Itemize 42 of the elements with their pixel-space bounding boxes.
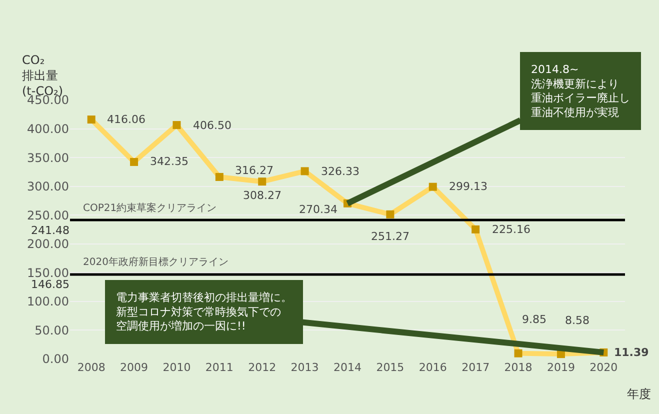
x-tick-label: 2020: [590, 361, 618, 374]
data-label: 8.58: [565, 314, 590, 327]
data-label: 299.13: [449, 180, 488, 193]
data-label: 11.39: [614, 346, 649, 359]
x-tick-label: 2009: [120, 361, 148, 374]
data-label: 270.34: [299, 203, 338, 216]
y-tick-label: 300.00: [27, 180, 69, 194]
x-tick-label: 2011: [205, 361, 234, 374]
x-tick-label: 2019: [546, 361, 575, 374]
ref-line-label: 2020年政府新目標クリアライン: [83, 256, 228, 268]
ref-line-label: COP21約束草案クリアライン: [83, 202, 217, 214]
y-tick-label: 100.00: [27, 294, 69, 309]
data-label: 9.85: [522, 313, 546, 326]
data-label: 251.27: [371, 230, 410, 243]
x-tick-label: 2017: [462, 361, 490, 374]
y-tick-label: 150.00: [27, 266, 69, 280]
y-tick-label: 0.00: [42, 352, 69, 366]
y-tick-label: 250.00: [27, 208, 69, 222]
x-tick-label: 2014: [334, 361, 362, 374]
text: 146.85: [31, 278, 70, 291]
data-label: 308.27: [243, 189, 282, 202]
x-tick-label: 2010: [162, 361, 191, 374]
y-tick-label: 350.00: [27, 150, 69, 165]
annotation: 電力事業者切替後初の排出量増に。新型コロナ対策で常時換気下での空調使用が増加の一因に!!: [116, 291, 292, 333]
y-tick-label: 400.00: [27, 122, 69, 136]
x-tick-label: 2015: [376, 361, 404, 374]
x-axis-title: 年度: [627, 387, 651, 401]
annotation: 2014.8~ 洗浄機更新により重油ボイラー廃止し重油不使用が実現: [531, 63, 630, 119]
data-label: 416.06: [107, 113, 146, 126]
x-tick-label: 2013: [290, 361, 319, 374]
text: 241.48: [31, 224, 70, 237]
data-label: 342.35: [150, 155, 188, 168]
x-tick-label: 2008: [77, 361, 106, 374]
data-label: 225.16: [492, 223, 530, 236]
data-label: 326.33: [321, 165, 360, 178]
data-label: 406.50: [193, 119, 232, 132]
y-tick-label: 200.00: [27, 237, 69, 252]
y-tick-label: 50.00: [34, 323, 69, 338]
x-tick-label: 2016: [418, 361, 447, 374]
data-label: 316.27: [235, 164, 274, 177]
x-tick-label: 2018: [504, 361, 532, 374]
x-tick-label: 2012: [248, 361, 276, 374]
